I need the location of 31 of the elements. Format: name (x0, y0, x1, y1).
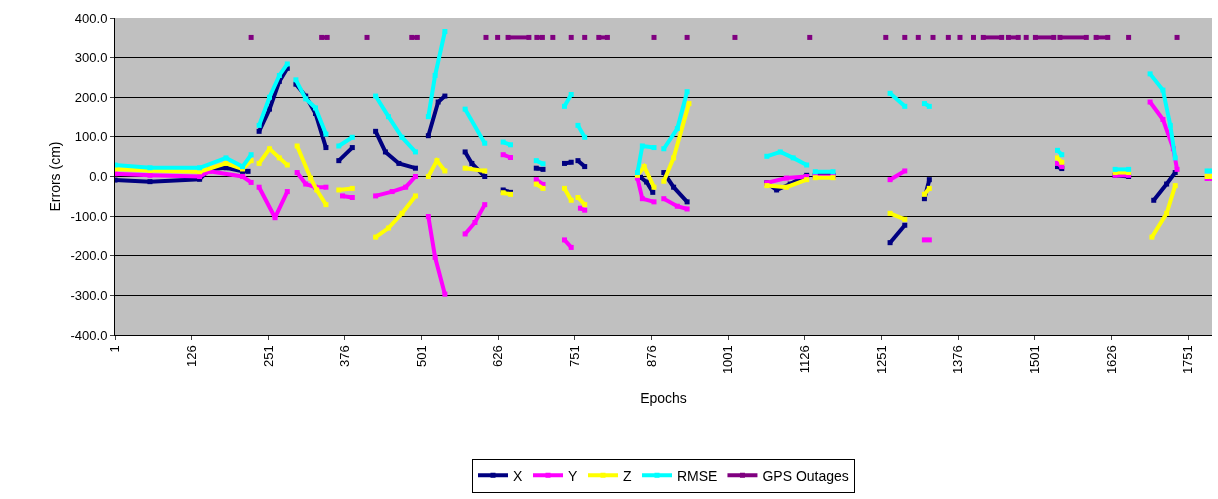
y-tick-label: 300.0 (74, 50, 108, 66)
y-tick-label: 0.0 (89, 169, 108, 185)
x-tick-label: 1751 (1180, 345, 1196, 375)
y-tick-label: -100.0 (70, 208, 108, 224)
y-tick-label: 100.0 (74, 129, 108, 145)
x-tick-label: 126 (183, 345, 199, 367)
x-tick-label: 376 (337, 345, 353, 367)
legend-label: GPS Outages (762, 467, 849, 484)
x-tick-label: 251 (260, 345, 276, 367)
y-axis-title: Errors (cm) (47, 141, 64, 212)
x-axis-title: Epochs (640, 390, 687, 407)
x-tick-label: 1 (107, 345, 123, 353)
x-tick-label: 1626 (1103, 345, 1119, 375)
y-tick-label: -200.0 (70, 248, 108, 264)
x-tick-label: 1251 (873, 345, 889, 375)
x-tick-label: 751 (567, 345, 583, 367)
x-tick-label: 1126 (797, 345, 813, 374)
x-tick-label: 1376 (950, 345, 966, 375)
legend-label: RMSE (677, 467, 718, 484)
y-tick-label: -300.0 (70, 287, 108, 303)
x-tick-label: 1001 (720, 345, 736, 375)
legend-label: Y (568, 467, 578, 484)
legend-label: X (513, 467, 523, 484)
y-tick-label: 400.0 (74, 10, 108, 26)
x-tick-label: 876 (643, 345, 659, 367)
y-tick-label: -400.0 (70, 327, 108, 343)
x-tick-label: 626 (490, 345, 506, 367)
x-tick-label: 501 (413, 345, 429, 367)
y-tick-label: 200.0 (74, 89, 108, 105)
legend-label: Z (623, 467, 632, 484)
x-tick-label: 1501 (1027, 345, 1043, 375)
